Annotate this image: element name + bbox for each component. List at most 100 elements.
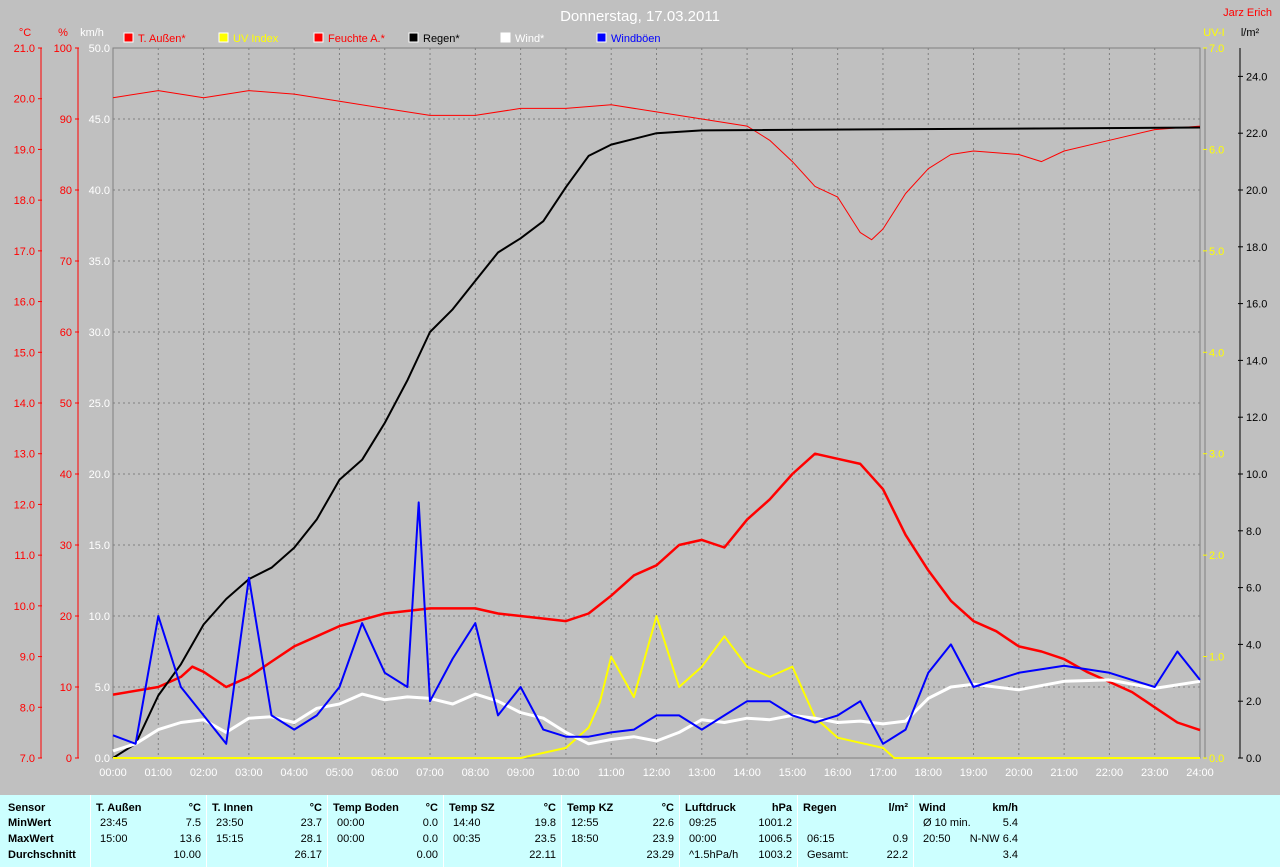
- kmh-tick-label: 45.0: [89, 114, 110, 126]
- series-line-humidity: [112, 90, 1201, 241]
- table-cell: 22.6: [652, 817, 674, 829]
- table-cell: 15:00: [100, 833, 128, 845]
- table-cell: 0.0: [422, 817, 438, 829]
- rain-tick-label: 18.0: [1246, 242, 1267, 254]
- temp-tick-label: 21.0: [14, 43, 35, 55]
- row-label-min: MinWert: [8, 817, 52, 829]
- table-cell: T. Außen: [96, 802, 142, 814]
- table-cell: °C: [309, 802, 322, 814]
- table-column: Temp SZ °C 14:40 19.8 00:35 23.5 22.11: [443, 795, 562, 867]
- legend-swatch: [596, 32, 607, 43]
- table-cell: Gesamt:: [807, 849, 849, 861]
- uv-tick-label: 2.0: [1209, 550, 1224, 562]
- table-cell: 3.4: [1002, 849, 1018, 861]
- uv-tick-label: 1.0: [1209, 652, 1224, 664]
- table-cell: 22.2: [886, 849, 908, 861]
- time-tick-label: 06:00: [371, 767, 399, 779]
- table-cell: 19.8: [534, 817, 556, 829]
- table-cell: ^1.5hPa/h: [689, 849, 739, 861]
- legend-swatch: [218, 32, 229, 43]
- table-cell: 28.1: [300, 833, 322, 845]
- kmh-tick-label: 0.0: [95, 753, 110, 765]
- table-cell: 12:55: [571, 817, 599, 829]
- table-cell: 10.00: [173, 849, 201, 861]
- time-tick-label: 24:00: [1186, 767, 1214, 779]
- pct-tick-label: 60: [60, 327, 72, 339]
- temp-tick-label: 18.0: [14, 195, 35, 207]
- time-tick-label: 07:00: [416, 767, 444, 779]
- rain-tick-label: 2.0: [1246, 696, 1261, 708]
- series-line-gust: [112, 501, 1201, 745]
- temp-tick-label: 20.0: [14, 94, 35, 106]
- rain-tick-label: 12.0: [1246, 412, 1267, 424]
- rain-tick-label: 0.0: [1246, 753, 1261, 765]
- kmh-tick-label: 35.0: [89, 256, 110, 268]
- weather-chart: Donnerstag, 17.03.2011 Jarz Erich °C% km/h U…: [14, 7, 1272, 779]
- temp-tick-label: 12.0: [14, 499, 35, 511]
- author-label: Jarz Erich: [1223, 7, 1272, 19]
- legend-swatch: [408, 32, 419, 43]
- table-cell: km/h: [992, 802, 1018, 814]
- table-cell: 23.9: [652, 833, 674, 845]
- row-label-avg: Durchschnitt: [8, 849, 76, 861]
- kmh-tick-label: 40.0: [89, 185, 110, 197]
- table-cell: 09:25: [689, 817, 717, 829]
- table-cell: T. Innen: [212, 802, 253, 814]
- time-tick-label: 17:00: [869, 767, 897, 779]
- table-cell: 23:50: [216, 817, 244, 829]
- table-column: Temp KZ °C 12:55 22.6 18:50 23.9 23.29: [561, 795, 680, 867]
- table-cell: Regen: [803, 802, 837, 814]
- time-tick-label: 05:00: [326, 767, 354, 779]
- table-cell: 26.17: [294, 849, 322, 861]
- time-tick-label: 12:00: [643, 767, 671, 779]
- legend-label: Windböen: [611, 33, 661, 45]
- table-cell: l/m²: [888, 802, 908, 814]
- table-cell: 18:50: [571, 833, 599, 845]
- time-tick-label: 08:00: [462, 767, 490, 779]
- legend-label: Regen*: [423, 33, 460, 45]
- time-tick-label: 11:00: [598, 767, 625, 779]
- table-cell: 22.11: [529, 849, 556, 861]
- pct-tick-label: 0: [66, 753, 72, 765]
- row-label-max: MaxWert: [8, 833, 54, 845]
- time-tick-label: 20:00: [1005, 767, 1033, 779]
- temp-tick-label: 17.0: [14, 246, 35, 258]
- uv-tick-label: 7.0: [1209, 43, 1224, 55]
- temp-tick-label: 13.0: [14, 449, 35, 461]
- table-column: Luftdruck hPa 09:25 1001.2 00:00 1006.5 ^1.5hP…: [679, 795, 798, 867]
- table-cell: N-NW 6.4: [969, 833, 1018, 845]
- table-cell: 1006.5: [758, 833, 792, 845]
- rain-tick-label: 20.0: [1246, 185, 1267, 197]
- table-cell: 7.5: [185, 817, 201, 829]
- table-column: T. Innen °C 23:50 23.7 15:15 28.1 26.17: [206, 795, 328, 867]
- rain-unit-label: l/m²: [1241, 27, 1260, 39]
- time-tick-label: 02:00: [190, 767, 218, 779]
- time-tick-label: 22:00: [1096, 767, 1124, 779]
- kmh-tick-label: 10.0: [89, 611, 110, 623]
- temp-tick-label: 9.0: [20, 652, 35, 664]
- time-tick-label: 09:00: [507, 767, 535, 779]
- table-cell: 23.29: [646, 849, 674, 861]
- table-cell: 00:00: [337, 833, 365, 845]
- legend-swatch: [313, 32, 324, 43]
- table-cell: 00:00: [689, 833, 717, 845]
- legend-swatch: [500, 32, 511, 43]
- temp-tick-label: 10.0: [14, 601, 35, 613]
- pct-tick-label: 70: [60, 256, 72, 268]
- legend-label: UV Index: [233, 33, 279, 45]
- rain-tick-label: 10.0: [1246, 469, 1267, 481]
- time-tick-label: 10:00: [552, 767, 580, 779]
- time-tick-label: 14:00: [733, 767, 761, 779]
- rain-tick-label: 6.0: [1246, 583, 1261, 595]
- table-cell: 00:35: [453, 833, 481, 845]
- legend-label: T. Außen*: [138, 33, 186, 45]
- pct-tick-label: 90: [60, 114, 72, 126]
- kmh-tick-label: 50.0: [89, 43, 110, 55]
- table-cell: °C: [661, 802, 674, 814]
- chart-area: Donnerstag, 17.03.2011 Jarz Erich °C% km/h U…: [14, 7, 1272, 779]
- uv-tick-label: 6.0: [1209, 144, 1224, 156]
- series-line-rain: [112, 126, 1201, 759]
- temp-tick-label: 11.0: [14, 550, 35, 562]
- table-cell: 23:45: [100, 817, 128, 829]
- time-tick-label: 13:00: [688, 767, 716, 779]
